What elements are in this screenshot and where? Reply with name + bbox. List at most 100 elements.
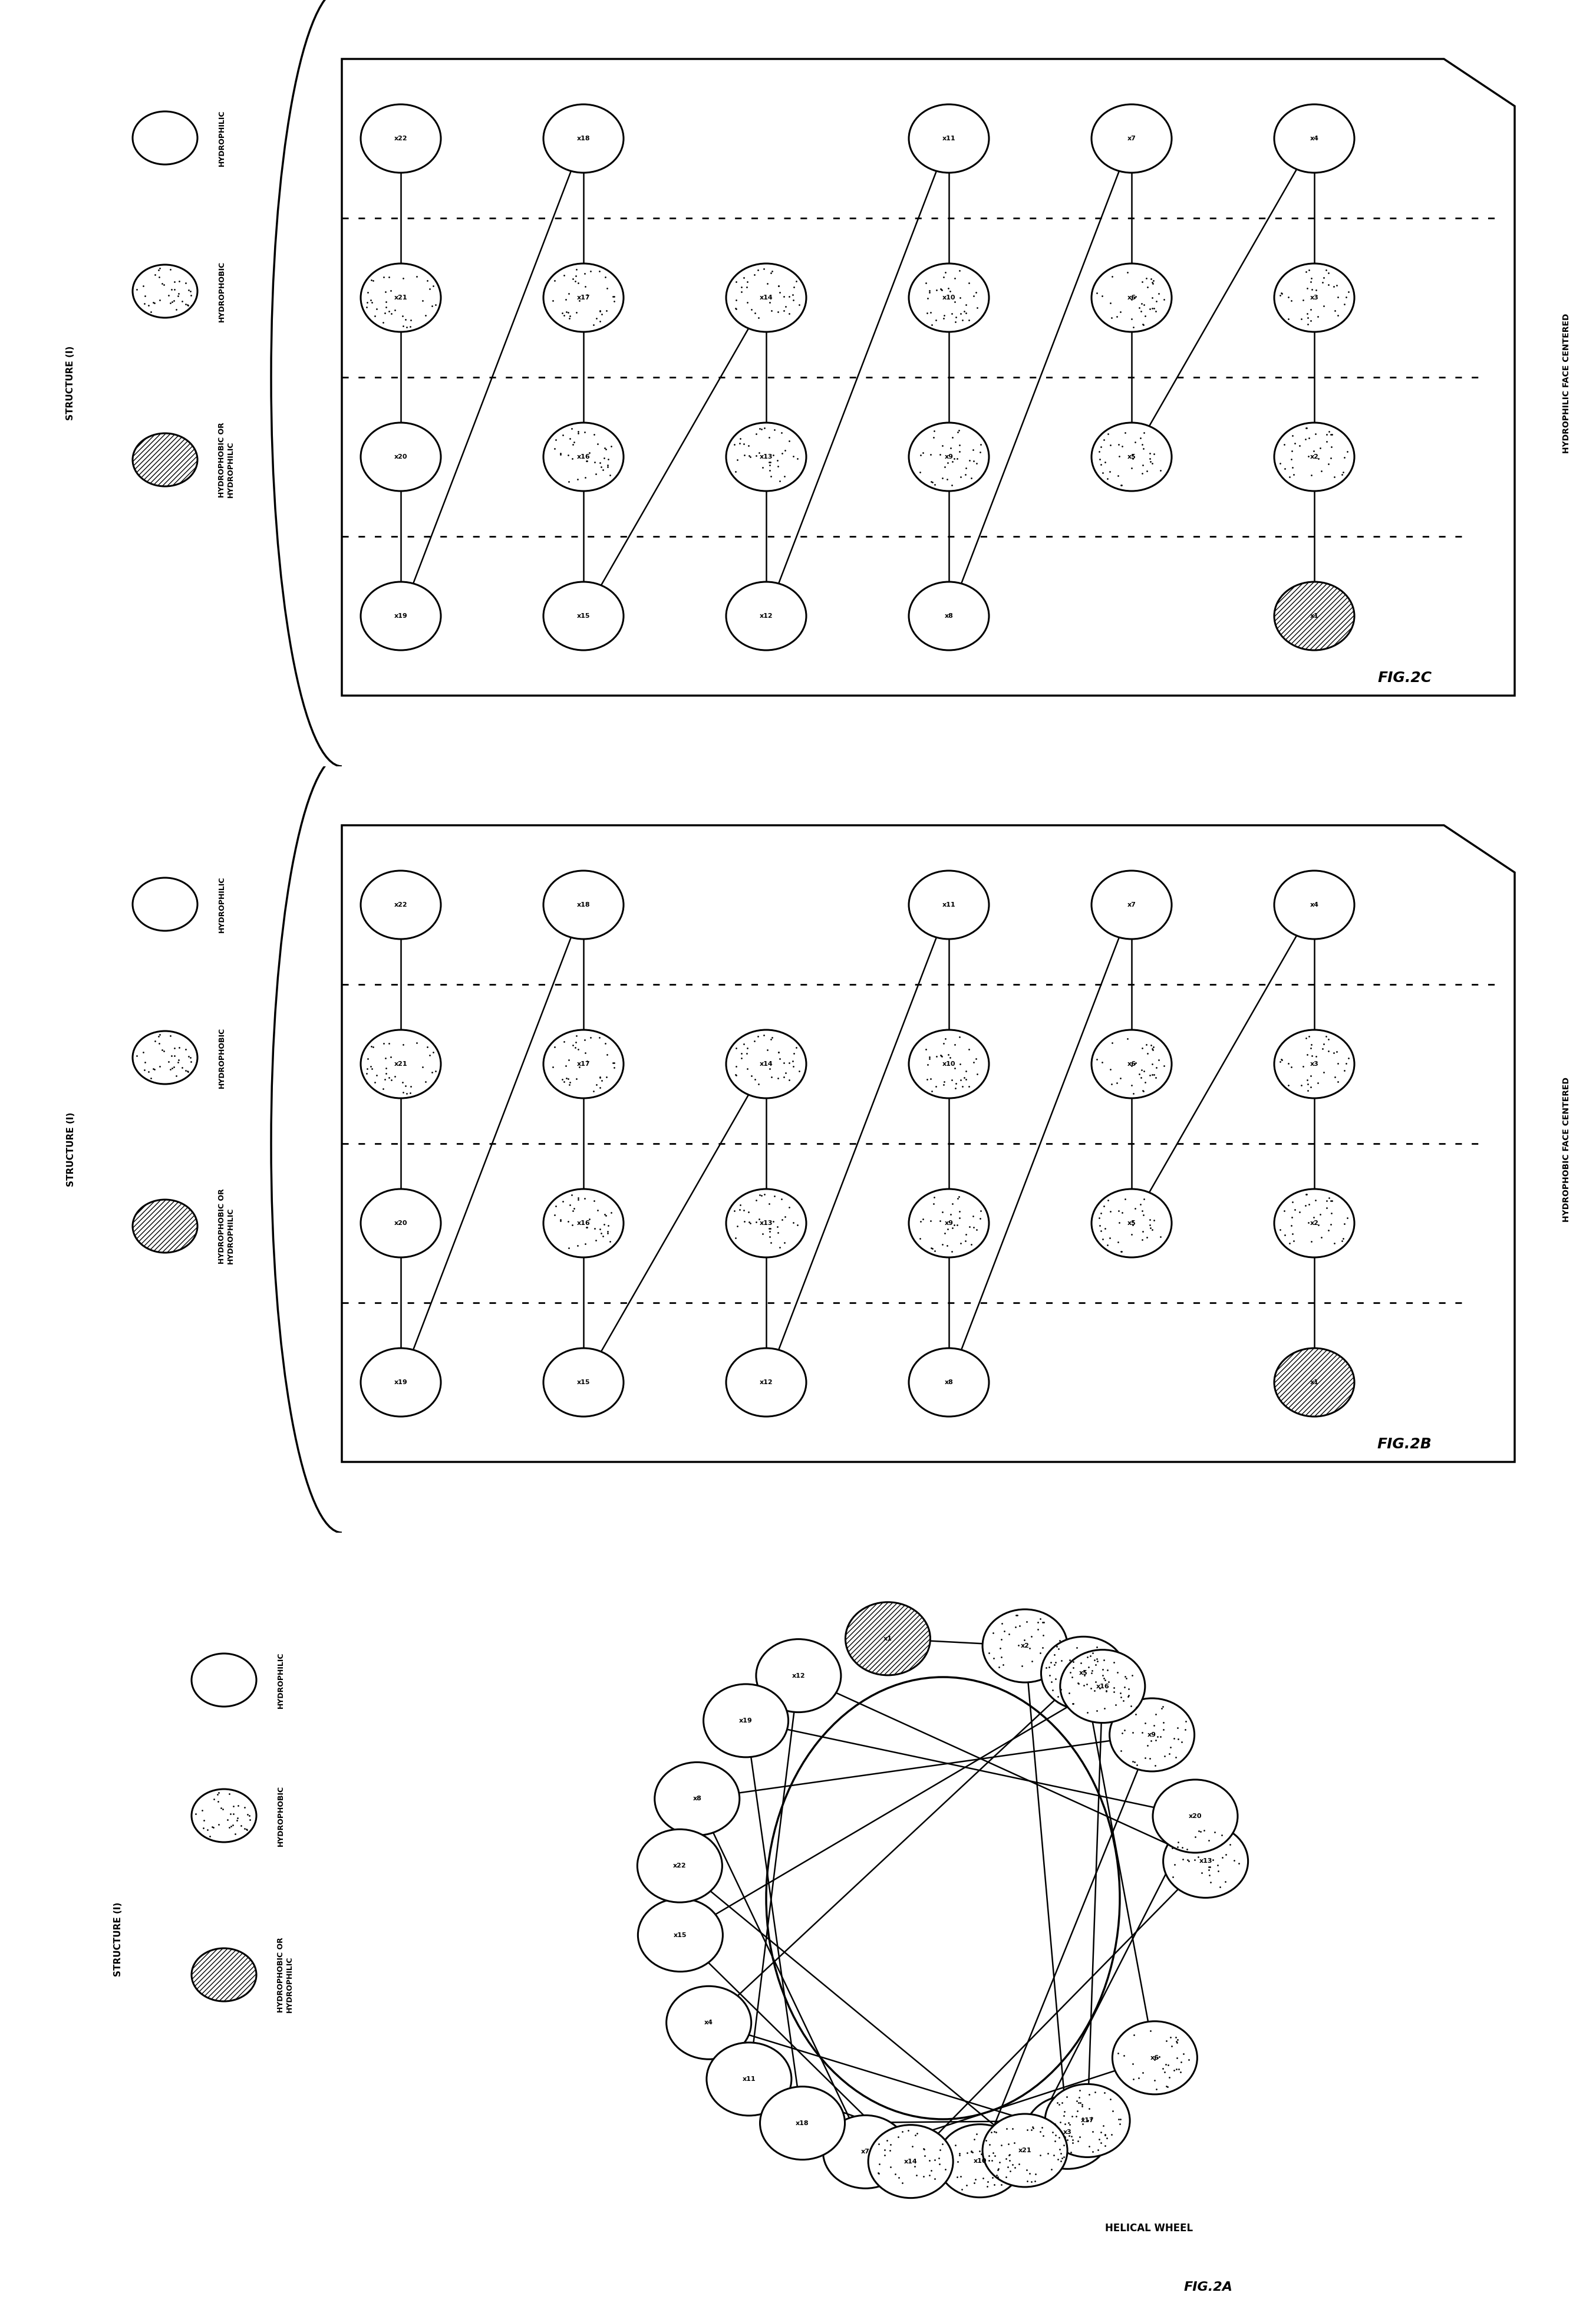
Text: x5: x5 bbox=[1079, 1671, 1088, 1676]
Text: x11: x11 bbox=[942, 136, 956, 143]
Text: x21: x21 bbox=[394, 294, 407, 301]
Text: x21: x21 bbox=[394, 1062, 407, 1067]
Ellipse shape bbox=[132, 432, 198, 487]
Text: STRUCTURE (I): STRUCTURE (I) bbox=[67, 345, 75, 421]
Text: x4: x4 bbox=[704, 2021, 713, 2025]
Ellipse shape bbox=[908, 1030, 990, 1099]
Ellipse shape bbox=[543, 1189, 624, 1258]
Ellipse shape bbox=[637, 1830, 721, 1901]
Text: x19: x19 bbox=[394, 614, 407, 618]
Text: x20: x20 bbox=[394, 453, 407, 460]
Ellipse shape bbox=[361, 871, 440, 938]
Ellipse shape bbox=[726, 264, 806, 331]
Ellipse shape bbox=[361, 1347, 440, 1416]
Ellipse shape bbox=[543, 582, 624, 651]
Ellipse shape bbox=[638, 1899, 723, 1973]
Text: x12: x12 bbox=[792, 1674, 806, 1678]
Text: x8: x8 bbox=[945, 1379, 953, 1386]
Ellipse shape bbox=[1274, 1030, 1355, 1099]
Text: x5: x5 bbox=[1127, 453, 1136, 460]
Ellipse shape bbox=[868, 2124, 953, 2198]
Text: HYDROPHOBIC FACE CENTERED: HYDROPHOBIC FACE CENTERED bbox=[1562, 1076, 1570, 1223]
Ellipse shape bbox=[192, 1789, 257, 1841]
Text: STRUCTURE (I): STRUCTURE (I) bbox=[67, 1113, 75, 1186]
Ellipse shape bbox=[824, 2115, 908, 2189]
Ellipse shape bbox=[937, 2124, 1023, 2198]
Ellipse shape bbox=[726, 1189, 806, 1258]
Ellipse shape bbox=[543, 1030, 624, 1099]
Ellipse shape bbox=[361, 582, 440, 651]
Ellipse shape bbox=[983, 2113, 1068, 2186]
Text: x3: x3 bbox=[1063, 2129, 1073, 2136]
Polygon shape bbox=[342, 60, 1515, 697]
Ellipse shape bbox=[1092, 103, 1171, 172]
Ellipse shape bbox=[361, 1030, 440, 1099]
Text: x13: x13 bbox=[1199, 1858, 1213, 1864]
Text: x18: x18 bbox=[576, 901, 591, 908]
Text: HYDROPHOBIC: HYDROPHOBIC bbox=[278, 1786, 284, 1846]
Ellipse shape bbox=[361, 264, 440, 331]
Text: x8: x8 bbox=[945, 614, 953, 618]
Text: STRUCTURE (I): STRUCTURE (I) bbox=[113, 1901, 123, 1977]
Text: x2: x2 bbox=[1020, 1644, 1029, 1648]
Text: HYDROPHOBIC OR
HYDROPHILIC: HYDROPHOBIC OR HYDROPHILIC bbox=[278, 1938, 294, 2012]
Ellipse shape bbox=[704, 1685, 788, 1756]
Ellipse shape bbox=[757, 1639, 841, 1713]
Text: HYDROPHOBIC: HYDROPHOBIC bbox=[219, 1028, 225, 1087]
Text: x7: x7 bbox=[1127, 136, 1136, 143]
Text: x11: x11 bbox=[742, 2076, 755, 2083]
Ellipse shape bbox=[908, 423, 990, 492]
Ellipse shape bbox=[908, 1347, 990, 1416]
Text: x19: x19 bbox=[739, 1717, 753, 1724]
Ellipse shape bbox=[132, 264, 198, 317]
Ellipse shape bbox=[1274, 423, 1355, 492]
Ellipse shape bbox=[1274, 1347, 1355, 1416]
Text: FIG.2A: FIG.2A bbox=[1184, 2281, 1232, 2292]
Text: x14: x14 bbox=[760, 1062, 772, 1067]
Ellipse shape bbox=[1163, 1825, 1248, 1897]
Ellipse shape bbox=[1274, 582, 1355, 651]
Ellipse shape bbox=[1092, 264, 1171, 331]
Text: HYDROPHOBIC OR
HYDROPHILIC: HYDROPHOBIC OR HYDROPHILIC bbox=[219, 423, 235, 497]
Text: x12: x12 bbox=[760, 1379, 772, 1386]
Ellipse shape bbox=[543, 423, 624, 492]
Text: x7: x7 bbox=[1127, 901, 1136, 908]
Text: x19: x19 bbox=[394, 1379, 407, 1386]
Ellipse shape bbox=[1274, 103, 1355, 172]
Ellipse shape bbox=[1092, 871, 1171, 938]
Text: x14: x14 bbox=[760, 294, 772, 301]
Text: x17: x17 bbox=[576, 294, 591, 301]
Ellipse shape bbox=[1274, 871, 1355, 938]
Ellipse shape bbox=[192, 1947, 257, 2002]
Text: HYDROPHOBIC OR
HYDROPHILIC: HYDROPHOBIC OR HYDROPHILIC bbox=[219, 1189, 235, 1264]
Ellipse shape bbox=[983, 1609, 1068, 1683]
Text: x2: x2 bbox=[1310, 1221, 1318, 1225]
Ellipse shape bbox=[1025, 2097, 1109, 2168]
Ellipse shape bbox=[908, 582, 990, 651]
Ellipse shape bbox=[132, 1030, 198, 1085]
Text: x10: x10 bbox=[942, 294, 956, 301]
Ellipse shape bbox=[543, 871, 624, 938]
Ellipse shape bbox=[543, 1347, 624, 1416]
Ellipse shape bbox=[846, 1602, 930, 1676]
Text: x1: x1 bbox=[1310, 1379, 1318, 1386]
Ellipse shape bbox=[726, 1030, 806, 1099]
Text: FIG.2C: FIG.2C bbox=[1377, 671, 1432, 685]
Ellipse shape bbox=[760, 2087, 844, 2159]
Text: x6: x6 bbox=[1127, 294, 1136, 301]
Ellipse shape bbox=[192, 1653, 257, 1706]
Text: x3: x3 bbox=[1310, 1062, 1318, 1067]
Ellipse shape bbox=[707, 2042, 792, 2115]
Ellipse shape bbox=[1274, 264, 1355, 331]
Ellipse shape bbox=[1060, 1651, 1144, 1722]
Text: x15: x15 bbox=[576, 1379, 591, 1386]
Ellipse shape bbox=[726, 1347, 806, 1416]
Text: x14: x14 bbox=[903, 2159, 918, 2163]
Ellipse shape bbox=[132, 878, 198, 931]
Ellipse shape bbox=[1274, 1189, 1355, 1258]
Text: x5: x5 bbox=[1127, 1221, 1136, 1225]
Text: x16: x16 bbox=[576, 453, 591, 460]
Text: x9: x9 bbox=[945, 453, 953, 460]
Text: HELICAL WHEEL: HELICAL WHEEL bbox=[1106, 2223, 1194, 2235]
Ellipse shape bbox=[1045, 2085, 1130, 2156]
